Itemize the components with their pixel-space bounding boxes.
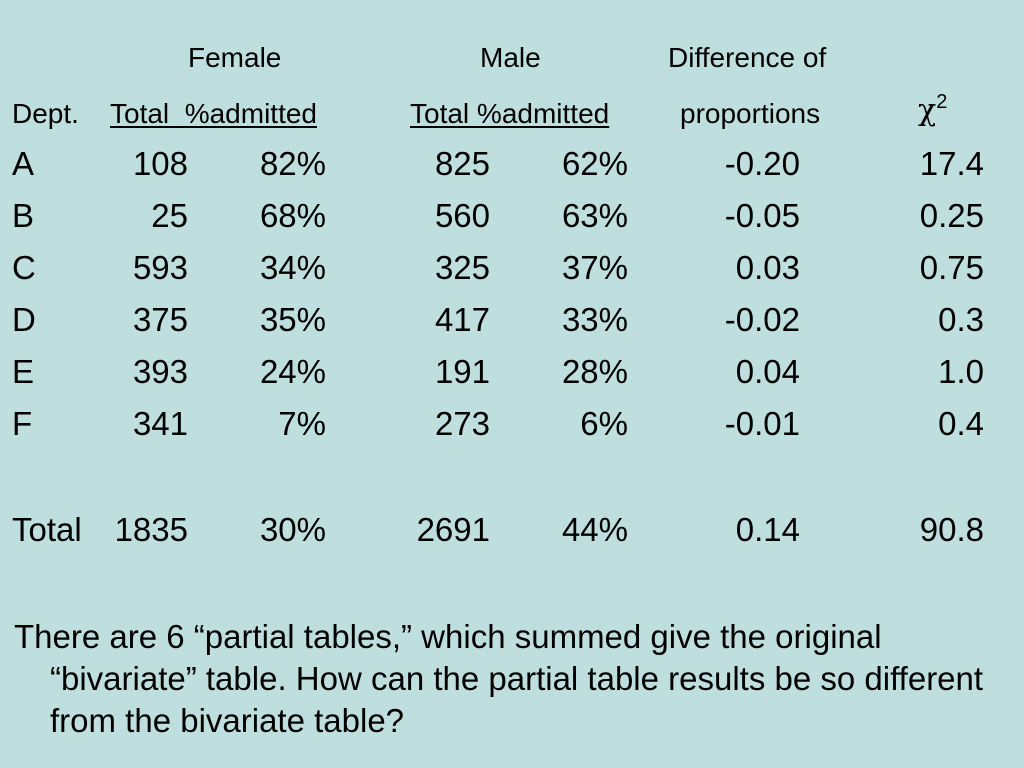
- cell-m-pct: 33%: [561, 301, 628, 338]
- header-female-sub: Total %admitted: [110, 98, 317, 129]
- cell-f-pct: 34%: [259, 249, 326, 286]
- chi-symbol: χ: [918, 93, 937, 128]
- cell-diff: -0.01: [724, 405, 800, 442]
- cell-diff: -0.02: [724, 301, 800, 338]
- cell-m-pct: 63%: [561, 197, 628, 234]
- header-dept: Dept.: [12, 98, 79, 129]
- cell-diff: 0.14: [735, 511, 800, 548]
- cell-f-total: 593: [132, 249, 188, 286]
- cell-m-total: 325: [434, 249, 490, 286]
- cell-m-pct: 62%: [561, 145, 628, 182]
- cell-f-pct: 24%: [259, 353, 326, 390]
- cell-diff: -0.20: [724, 145, 800, 182]
- cell-m-total: 2691: [416, 511, 490, 548]
- cell-m-total: 825: [434, 145, 490, 182]
- cell-f-pct: 30%: [259, 511, 326, 548]
- cell-diff: 0.04: [735, 353, 800, 390]
- header-male-sub: Total %admitted: [410, 98, 610, 129]
- cell-f-total: 1835: [114, 511, 188, 548]
- cell-dept: B: [12, 197, 35, 234]
- cell-f-total: 393: [132, 353, 188, 390]
- cell-m-total: 560: [434, 197, 490, 234]
- cell-f-total: 375: [132, 301, 188, 338]
- cell-diff: -0.05: [724, 197, 800, 234]
- question-paragraph: There are 6 “partial tables,” which summ…: [14, 618, 984, 739]
- cell-m-total: 191: [434, 353, 490, 390]
- cell-dept: C: [12, 249, 36, 286]
- cell-f-total: 108: [132, 145, 188, 182]
- header-male: Male: [480, 42, 541, 73]
- cell-chi2: 17.4: [919, 145, 984, 182]
- cell-f-pct: 35%: [259, 301, 326, 338]
- cell-f-total: 25: [151, 197, 188, 234]
- cell-dept: F: [12, 405, 33, 442]
- chi-power: 2: [936, 91, 948, 113]
- cell-chi2: 0.4: [938, 405, 984, 442]
- header-difference-of: Difference of: [668, 42, 827, 73]
- cell-dept: A: [12, 145, 35, 182]
- header-female: Female: [188, 42, 282, 73]
- cell-m-pct: 37%: [561, 249, 628, 286]
- cell-m-total: 417: [434, 301, 490, 338]
- cell-chi2: 0.25: [919, 197, 984, 234]
- cell-f-pct: 7%: [278, 405, 326, 442]
- cell-f-pct: 82%: [259, 145, 326, 182]
- cell-chi2: 1.0: [938, 353, 984, 390]
- cell-m-total: 273: [434, 405, 490, 442]
- header-chi-square: χ2: [918, 92, 947, 128]
- cell-m-pct: 28%: [561, 353, 628, 390]
- cell-diff: 0.03: [735, 249, 800, 286]
- cell-dept: D: [12, 301, 36, 338]
- cell-chi2: 0.3: [938, 301, 984, 338]
- cell-chi2: 90.8: [919, 511, 984, 548]
- cell-dept: E: [12, 353, 35, 390]
- cell-chi2: 0.75: [919, 249, 984, 286]
- cell-m-pct: 44%: [561, 511, 628, 548]
- cell-f-total: 341: [132, 405, 188, 442]
- header-proportions: proportions: [680, 98, 821, 129]
- cell-dept: Total: [12, 511, 82, 548]
- cell-m-pct: 6%: [580, 405, 628, 442]
- cell-f-pct: 68%: [259, 197, 326, 234]
